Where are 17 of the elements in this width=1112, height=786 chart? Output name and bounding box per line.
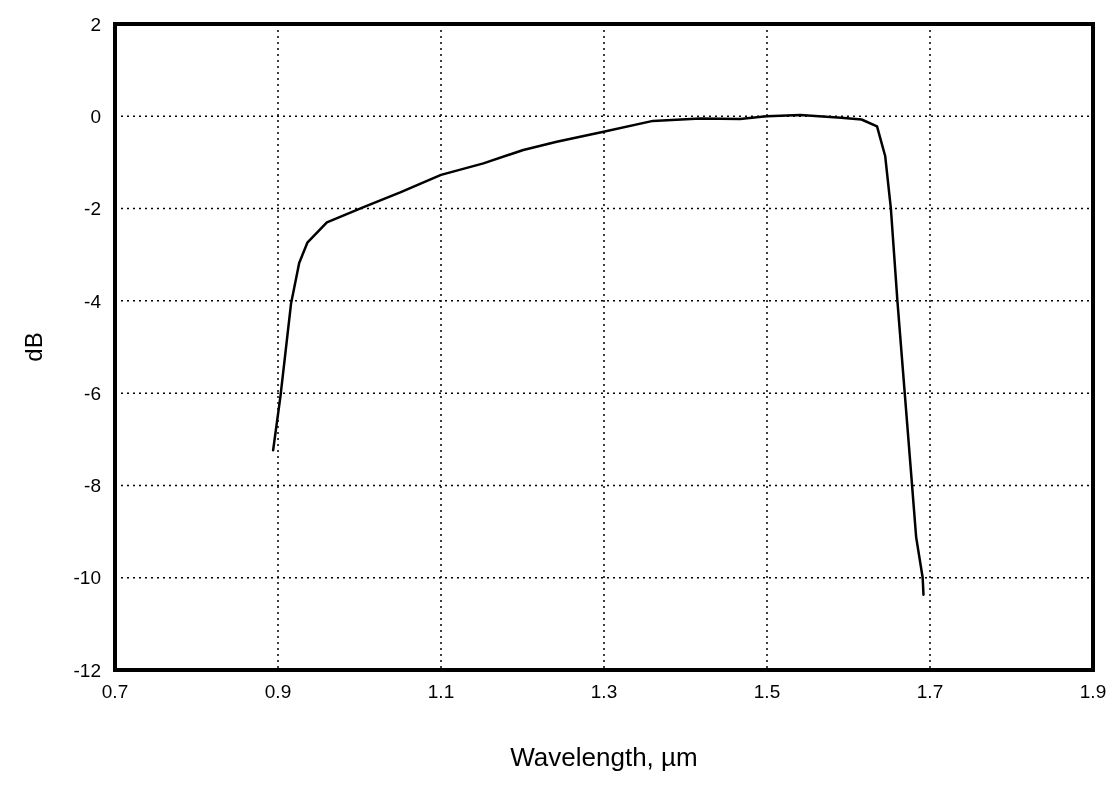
x-tick-label: 0.7 [101,681,129,702]
x-tick-label: 0.9 [264,681,292,702]
x-axis-title: Wavelength, µm [510,742,698,772]
y-tick-label: -12 [73,659,101,681]
y-tick-label: -4 [84,290,102,312]
y-tick-label: -6 [84,382,101,404]
x-tick-label: 1.3 [590,681,618,702]
x-tick-label: 1.1 [427,681,455,702]
y-tick-label: -2 [84,198,101,220]
y-tick-label: -10 [73,567,101,589]
y-axis-title: dB [20,332,47,362]
x-tick-label: 1.7 [916,681,944,702]
y-tick-label: 0 [90,105,101,127]
x-tick-label: 1.5 [753,681,781,702]
x-tick-label: 1.9 [1079,681,1107,702]
y-tick-label: -8 [84,475,101,497]
y-tick-label: 2 [90,13,101,35]
